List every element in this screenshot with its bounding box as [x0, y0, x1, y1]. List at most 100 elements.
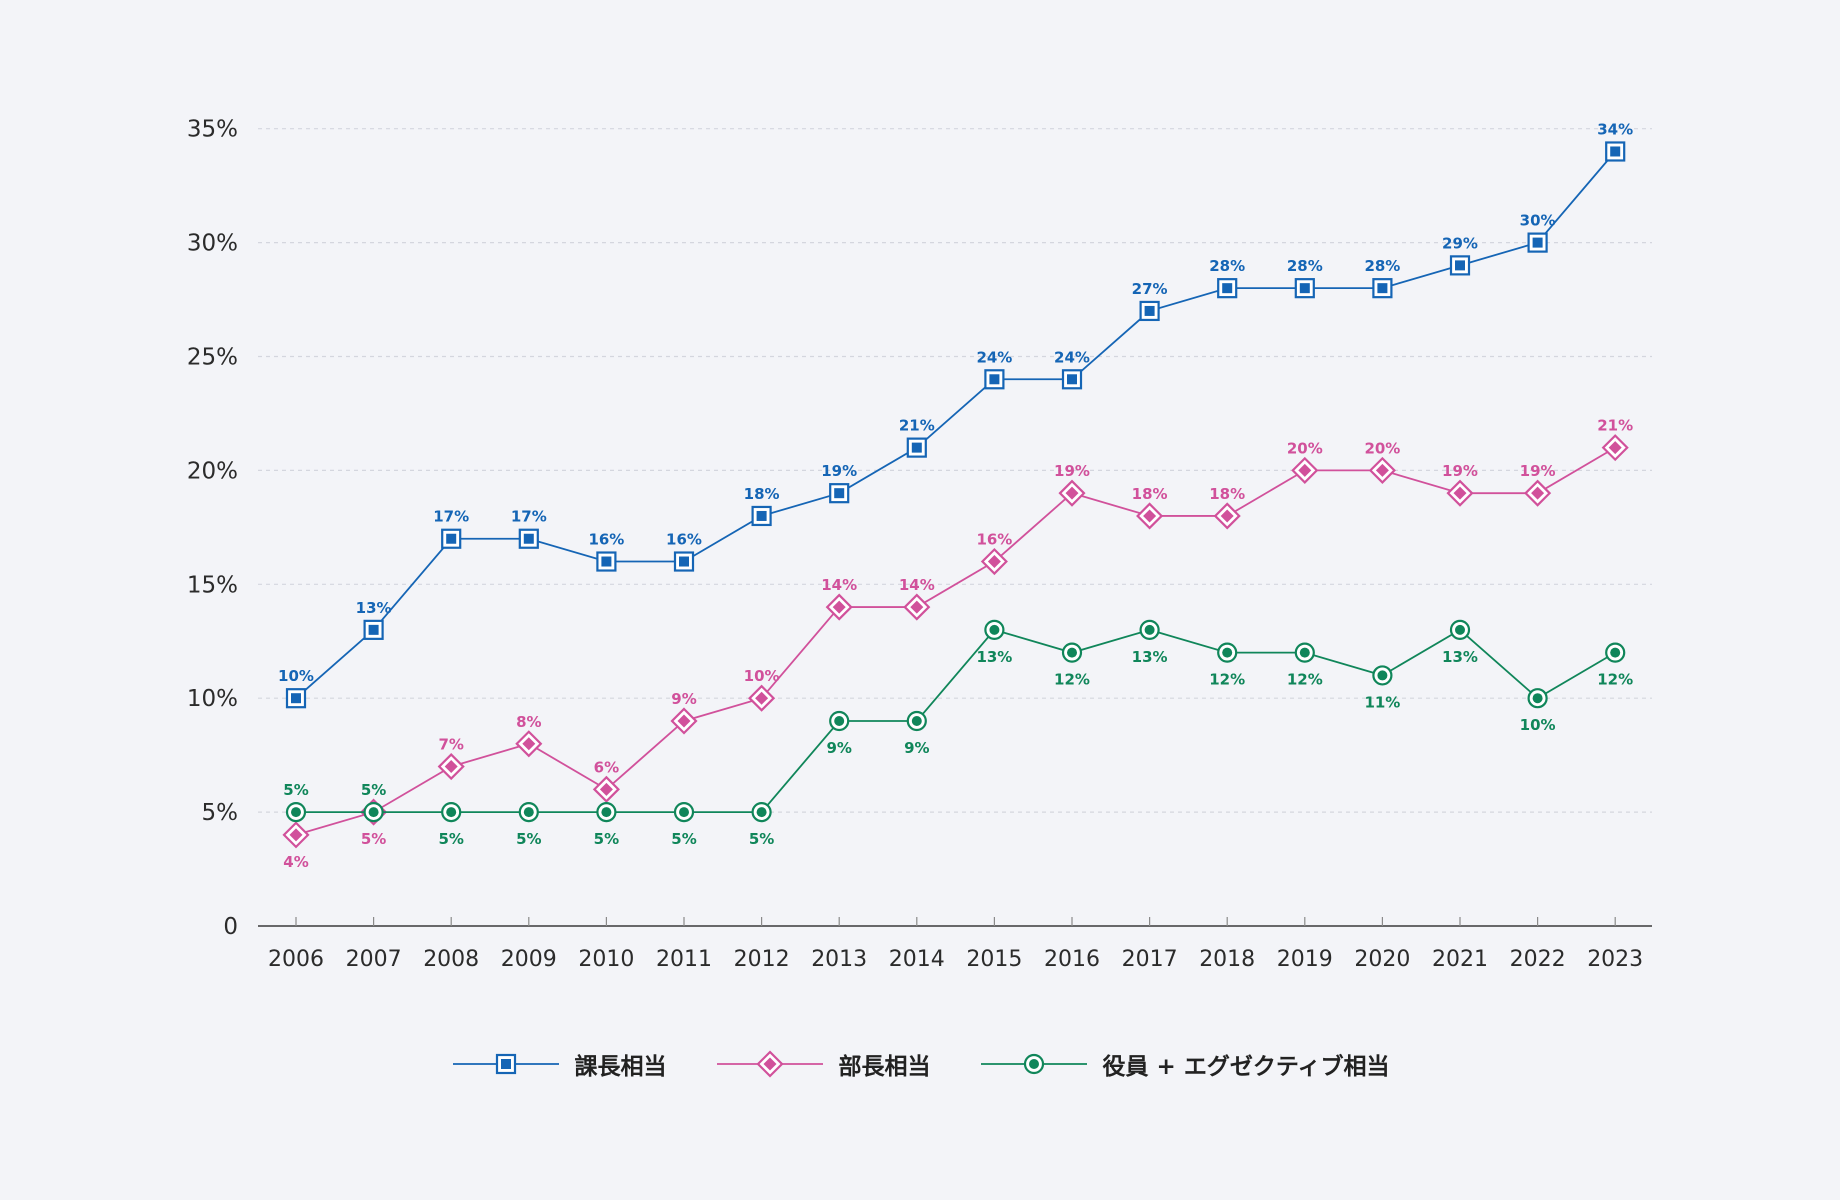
data-point [1605, 141, 1626, 162]
legend-swatch [452, 1053, 559, 1075]
data-point [437, 752, 465, 781]
data-label: 11% [1364, 693, 1400, 711]
data-point [1294, 278, 1315, 299]
x-tick-label: 2011 [656, 947, 712, 972]
data-point [1527, 232, 1548, 253]
data-point [673, 551, 695, 572]
data-point [1605, 642, 1626, 663]
data-label: 5% [438, 830, 463, 848]
data-label: 19% [1054, 462, 1090, 480]
data-label: 28% [1209, 257, 1245, 275]
data-point [1446, 479, 1474, 507]
data-label: 4% [283, 853, 308, 871]
data-label: 16% [588, 531, 624, 549]
data-label: 16% [666, 531, 702, 549]
data-label: 5% [361, 781, 386, 799]
data-point [984, 369, 1005, 390]
series-1: 10% 13% 17% 17% 16% 16% 18% 19% 21% 24% 24% 27% 28% 2… [278, 120, 1633, 709]
legend-marker [755, 1050, 784, 1078]
data-label: 10% [278, 667, 314, 685]
data-point [1139, 619, 1160, 640]
x-tick-label: 2012 [734, 947, 790, 972]
y-tick-label: 30% [187, 231, 238, 257]
x-tick-label: 2013 [811, 947, 867, 972]
data-label: 12% [1287, 671, 1323, 689]
data-label: 10% [744, 667, 780, 685]
data-label: 20% [1364, 439, 1400, 457]
data-point [1217, 642, 1238, 663]
data-point [1449, 619, 1471, 640]
data-label: 28% [1287, 257, 1323, 275]
data-label: 16% [976, 531, 1012, 549]
legend-label: 部長相当 [838, 1054, 931, 1080]
data-point [282, 821, 310, 849]
data-point [1524, 479, 1552, 507]
x-tick-label: 2007 [346, 947, 402, 972]
data-label: 14% [821, 576, 857, 594]
data-label: 9% [826, 739, 851, 757]
data-label: 13% [976, 648, 1012, 666]
data-point [1061, 642, 1083, 663]
data-label: 12% [1054, 671, 1090, 689]
legend: 課長相当 部長相当 役員 + エグゼクティブ相当 [0, 1048, 1840, 1080]
data-point [1061, 369, 1083, 390]
data-label: 17% [433, 508, 469, 526]
data-label: 21% [899, 417, 935, 435]
data-label: 5% [671, 830, 696, 848]
series-line [296, 628, 1616, 813]
data-label: 30% [1520, 212, 1556, 230]
data-label: 19% [821, 462, 857, 480]
data-label: 5% [749, 830, 774, 848]
data-point [441, 528, 462, 549]
data-label: 13% [1132, 648, 1168, 666]
legend-marker [1023, 1053, 1044, 1075]
data-point [363, 619, 384, 640]
data-label: 9% [904, 739, 929, 757]
x-tick-label: 2016 [1044, 947, 1100, 972]
data-label: 5% [283, 781, 308, 799]
y-tick-label: 35% [187, 117, 238, 143]
data-point [1291, 456, 1319, 484]
x-tick-label: 2015 [966, 947, 1022, 972]
legend-swatch [980, 1053, 1087, 1075]
data-label: 5% [516, 830, 541, 848]
data-point [441, 801, 462, 823]
x-tick-label: 2020 [1354, 947, 1410, 972]
x-tick-label: 2021 [1432, 947, 1488, 972]
x-tick-label: 2010 [578, 947, 634, 972]
data-point [829, 483, 850, 504]
y-tick-label: 20% [187, 458, 238, 484]
series-line [295, 446, 1616, 836]
legend-item: 課長相当 [451, 1047, 667, 1081]
data-label: 13% [1442, 648, 1478, 666]
y-tick-label: 25% [187, 345, 238, 371]
data-point [1601, 434, 1629, 462]
data-point [829, 710, 850, 732]
data-label: 24% [1054, 348, 1090, 366]
data-label: 7% [438, 736, 463, 754]
data-label: 10% [1520, 716, 1556, 734]
legend-label: 役員 + エグゼクティブ相当 [1102, 1054, 1390, 1080]
data-point [596, 801, 617, 823]
x-tick-label: 2023 [1587, 947, 1643, 972]
y-tick-label: 0 [223, 914, 238, 940]
legend-marker [495, 1053, 516, 1075]
x-tick-label: 2019 [1277, 947, 1333, 972]
data-point [1058, 479, 1086, 507]
data-point [592, 775, 620, 803]
data-point [906, 437, 927, 458]
data-point [1213, 502, 1241, 530]
data-point [285, 801, 307, 823]
data-point [1136, 502, 1164, 530]
data-point [1527, 688, 1548, 709]
data-label: 8% [516, 713, 541, 731]
legend-item: 役員 + エグゼクティブ相当 [979, 1047, 1390, 1081]
data-label: 18% [1132, 485, 1168, 503]
data-point [673, 801, 695, 823]
data-label: 28% [1364, 257, 1400, 275]
data-label: 19% [1520, 462, 1556, 480]
data-label: 13% [356, 599, 392, 617]
data-point [1139, 300, 1160, 322]
series-line [295, 150, 1616, 699]
